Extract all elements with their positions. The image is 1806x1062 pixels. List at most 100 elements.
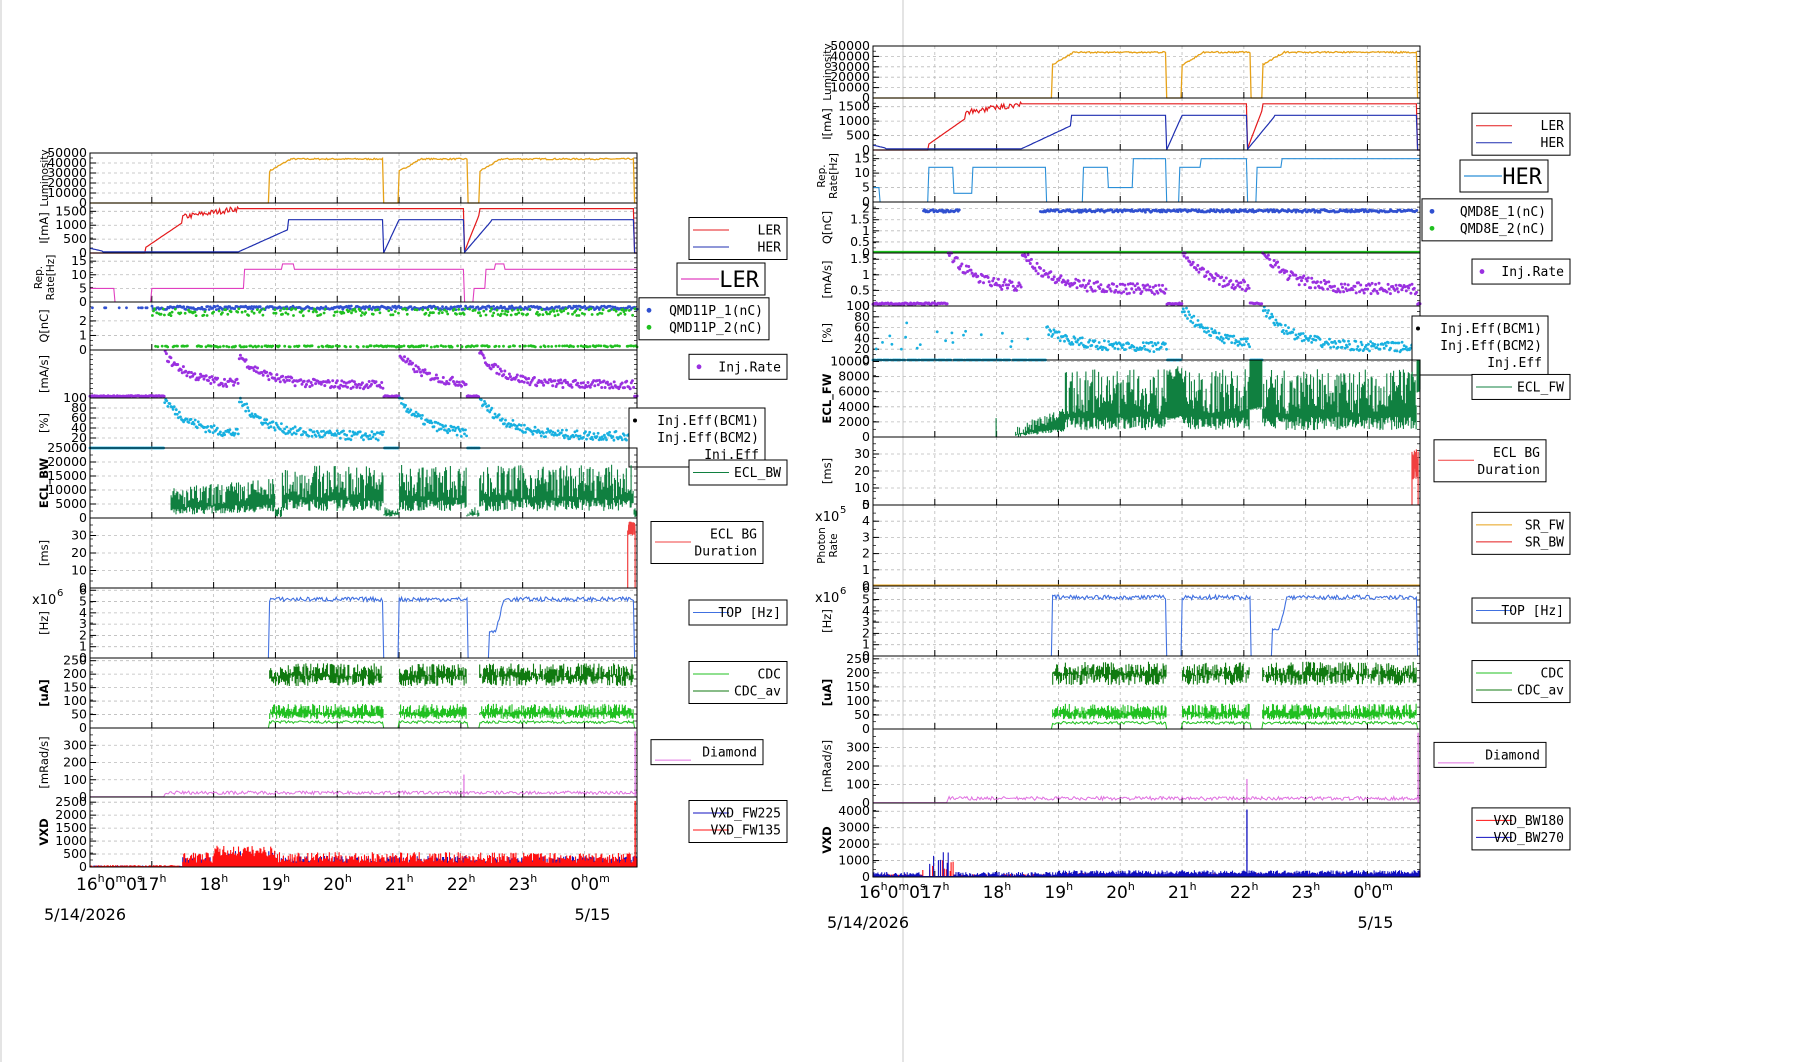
inj-eff-series-point <box>591 438 595 441</box>
inj-rate-series-point <box>1338 290 1342 294</box>
qmd11p-2-nc--series-point <box>600 312 604 315</box>
qmd11p-2-nc--series-point <box>519 308 523 312</box>
inj-rate-series-point <box>499 369 503 373</box>
inj-eff-series-point <box>1265 314 1268 318</box>
qmd11p-2-nc--series-point <box>564 307 568 311</box>
qmd11p-2-nc--series-point <box>335 310 339 314</box>
qmd11p-1-nc--series-point <box>453 305 457 309</box>
inj-eff-series-point <box>1107 340 1110 343</box>
inj-rate-series-point <box>1182 254 1186 258</box>
y-tick-label: 0 <box>862 429 870 444</box>
inj-eff-series-point <box>539 434 543 438</box>
inj-rate-series-point <box>185 374 189 378</box>
qmd11p-2-nc--series-point <box>415 308 419 312</box>
qmd11p-2-nc--series-point <box>229 310 233 314</box>
time-tick-hour: 18 <box>200 875 222 895</box>
inj-rate-series-point <box>232 383 236 387</box>
inj-eff-series-point <box>369 437 373 440</box>
inj-eff-series-point <box>582 436 585 439</box>
qmd11p-1-nc--series-point <box>340 305 343 309</box>
qmd11p-1-nc--series-point <box>150 304 154 308</box>
inj-eff-series-point <box>492 416 496 420</box>
qmd11p-2-nc--series-point <box>254 345 258 349</box>
inj-rate-series-point <box>507 372 511 376</box>
inj-eff-series-point <box>1387 341 1390 345</box>
inj-rate-series-point <box>1272 259 1276 262</box>
y-tick-label: 10 <box>71 267 87 282</box>
inj-eff-series-point <box>1009 345 1013 348</box>
inj-eff-series-point <box>362 438 365 442</box>
inj-rate-series-point <box>992 276 996 280</box>
qmd11p-2-nc--series-point <box>216 345 220 349</box>
inj-rate-series-point <box>1235 279 1238 283</box>
y-tick-label: 1 <box>79 639 87 654</box>
qmd11p-2-nc--series-point <box>159 312 163 316</box>
inj-rate-series-point <box>1396 290 1400 294</box>
inj-rate-series-point <box>612 380 616 384</box>
y-tick-label: 100 <box>63 772 87 787</box>
inj-rate-series-point <box>482 356 486 360</box>
inj-eff-series-point <box>420 417 423 420</box>
inj-eff-series-point <box>264 421 268 425</box>
inj-rate-series-point <box>560 381 564 385</box>
y-tick-label: 20 <box>71 545 87 560</box>
time-tick-unit: h <box>98 872 105 885</box>
inj-eff-series-point <box>493 412 497 416</box>
qmd11p-1-nc--series-point <box>348 307 352 310</box>
inj-rate-series-point <box>401 358 405 362</box>
qmd11p-2-nc--series-point <box>183 311 187 315</box>
qmd8e-1-nc--series-point <box>923 208 926 212</box>
inj-eff-series-point <box>321 435 324 439</box>
y-axis-label: I[mA] <box>820 108 834 139</box>
inj-eff-series-point <box>1360 343 1364 347</box>
inj-eff-series-point <box>607 433 610 437</box>
y-tick-label: 0 <box>862 90 870 105</box>
inj-rate-series-point <box>521 375 525 378</box>
inj-rate-series-point <box>230 379 234 383</box>
qmd11p-1-nc--series-point <box>574 304 578 308</box>
qmd11p-2-nc--series-point <box>237 307 241 311</box>
qmd11p-2-nc--series-point <box>615 344 619 348</box>
inj-rate-series-point <box>1035 261 1039 265</box>
inj-rate-series-point <box>162 394 166 398</box>
inj-eff-series-point <box>519 424 523 427</box>
inj-eff-series-point <box>1368 349 1371 353</box>
inj-eff-series-point <box>905 321 909 325</box>
qmd11p-1-nc--series-point <box>441 305 444 308</box>
y-axis-label: [ms] <box>37 540 51 566</box>
inj-rate-series-point <box>554 385 558 388</box>
inj-rate-series-point <box>603 386 607 389</box>
time-tick-hour: 18 <box>983 883 1005 903</box>
qmd11p-2-nc--series-point <box>463 307 467 311</box>
time-tick-unit: s <box>137 872 143 885</box>
y-exponent-power: 6 <box>840 586 846 597</box>
qmd11p-2-nc--series-point <box>533 345 537 349</box>
inj-eff-series-point <box>485 405 488 408</box>
qmd11p-2-nc--series-point <box>622 310 626 314</box>
qmd11p-2-nc--series-point <box>179 311 183 315</box>
qmd11p-2-nc--series-point <box>257 344 260 348</box>
qmd11p-2-nc--series-point <box>153 307 156 311</box>
time-tick-label: 20h <box>1106 880 1135 903</box>
inj-eff-series-point <box>1279 323 1283 327</box>
inj-rate-series-point <box>188 375 192 379</box>
qmd11p-1-nc--series-point <box>526 307 529 311</box>
qmd11p-1-nc--series-point <box>393 304 397 308</box>
qmd11p-2-nc--series-point <box>338 344 341 348</box>
inj-eff-series-point <box>351 430 355 434</box>
inj-rate-series-point <box>308 385 312 389</box>
inj-eff-series-point <box>556 429 560 433</box>
inj-eff-series-point <box>935 330 939 334</box>
inj-rate-series-point <box>164 352 168 356</box>
inj-rate-series-point <box>327 380 331 384</box>
inj-eff-series-point <box>415 414 419 418</box>
inj-rate-series-point <box>1220 275 1224 279</box>
inj-eff-series-point <box>517 423 521 426</box>
inj-eff-series-point <box>414 410 418 414</box>
inj-rate-series-point <box>599 381 602 384</box>
inj-rate-series-point <box>628 387 632 391</box>
y-tick-label: 0.5 <box>850 234 870 249</box>
inj-rate-series-point <box>559 378 563 382</box>
